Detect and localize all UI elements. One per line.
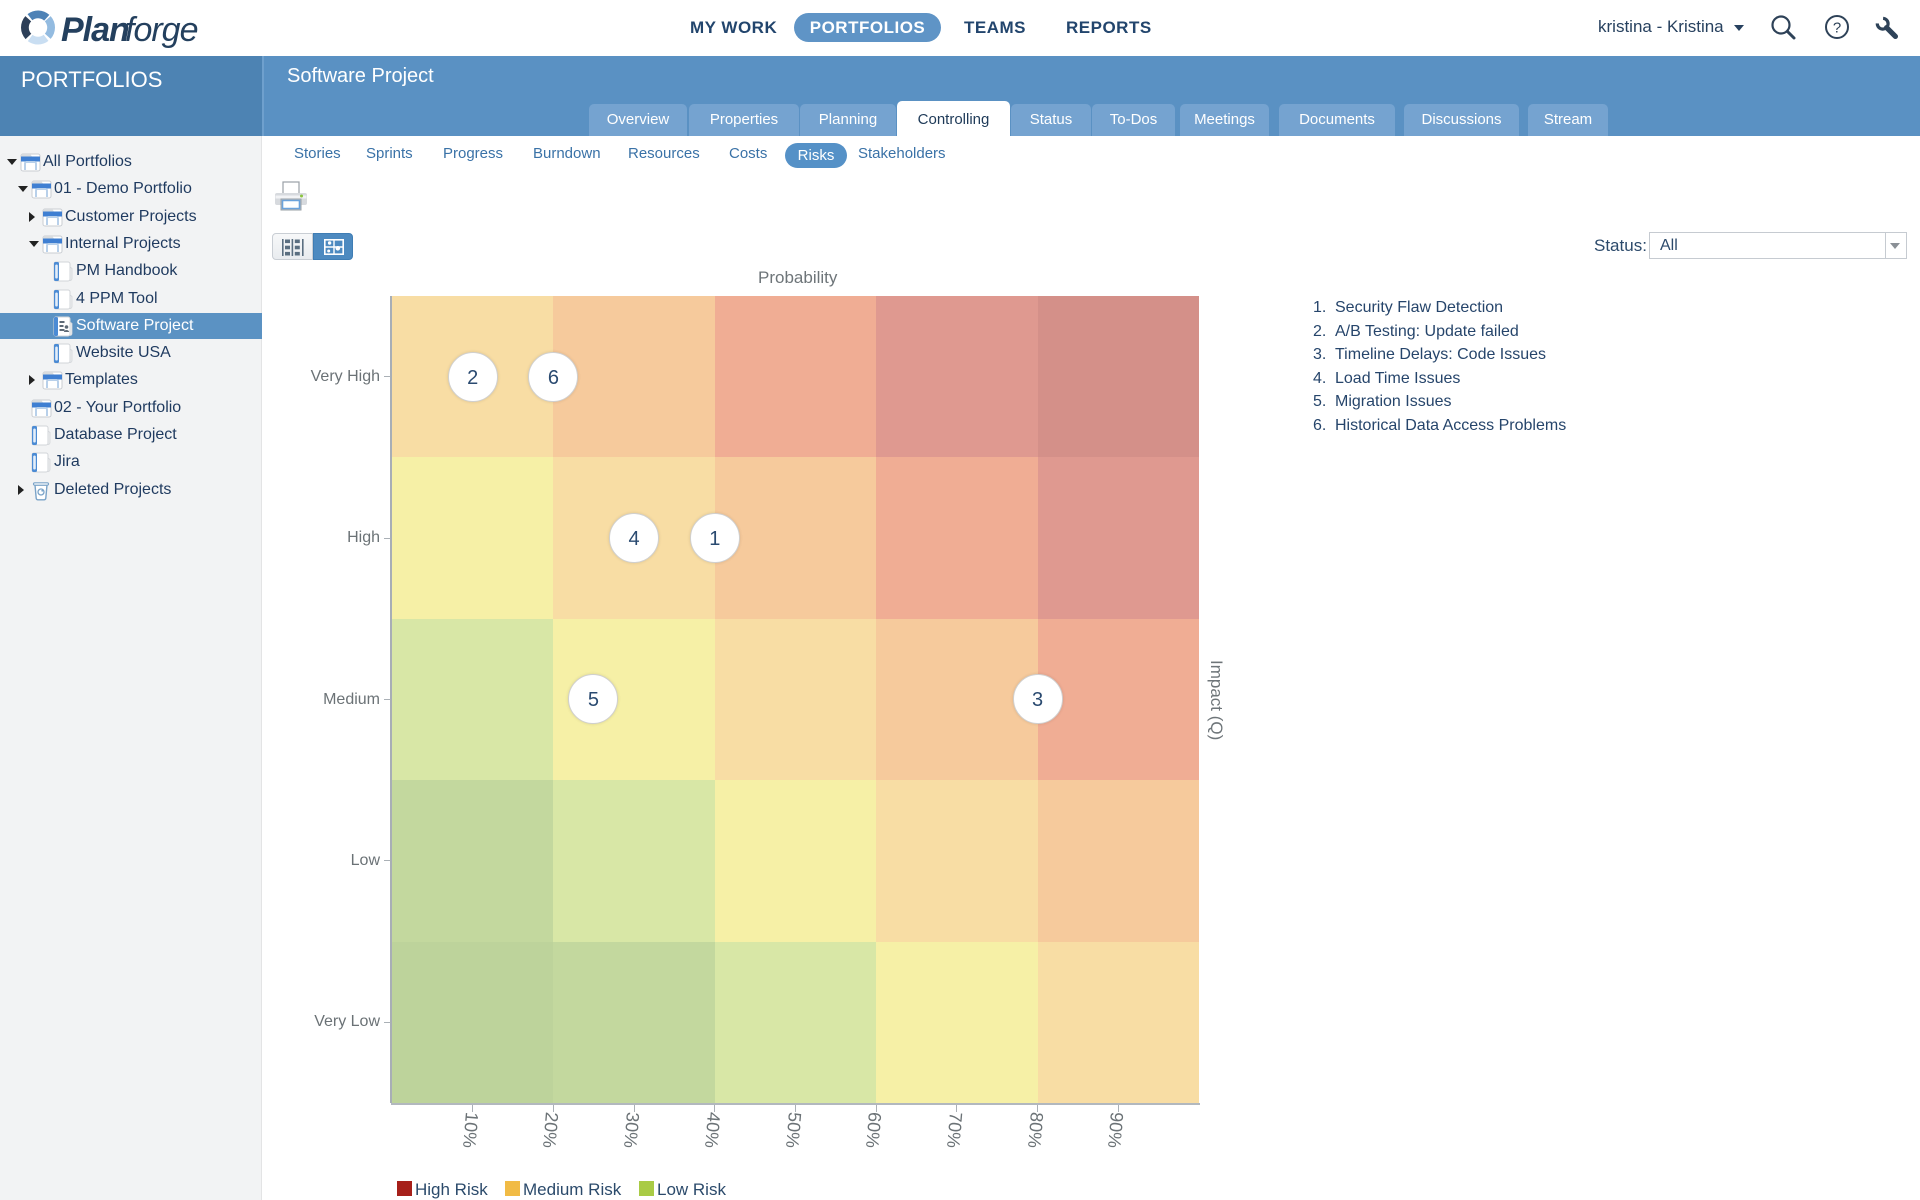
- svg-text:forge: forge: [125, 11, 198, 49]
- svg-text:Plan: Plan: [61, 11, 129, 49]
- svg-text:?: ?: [1833, 20, 1841, 37]
